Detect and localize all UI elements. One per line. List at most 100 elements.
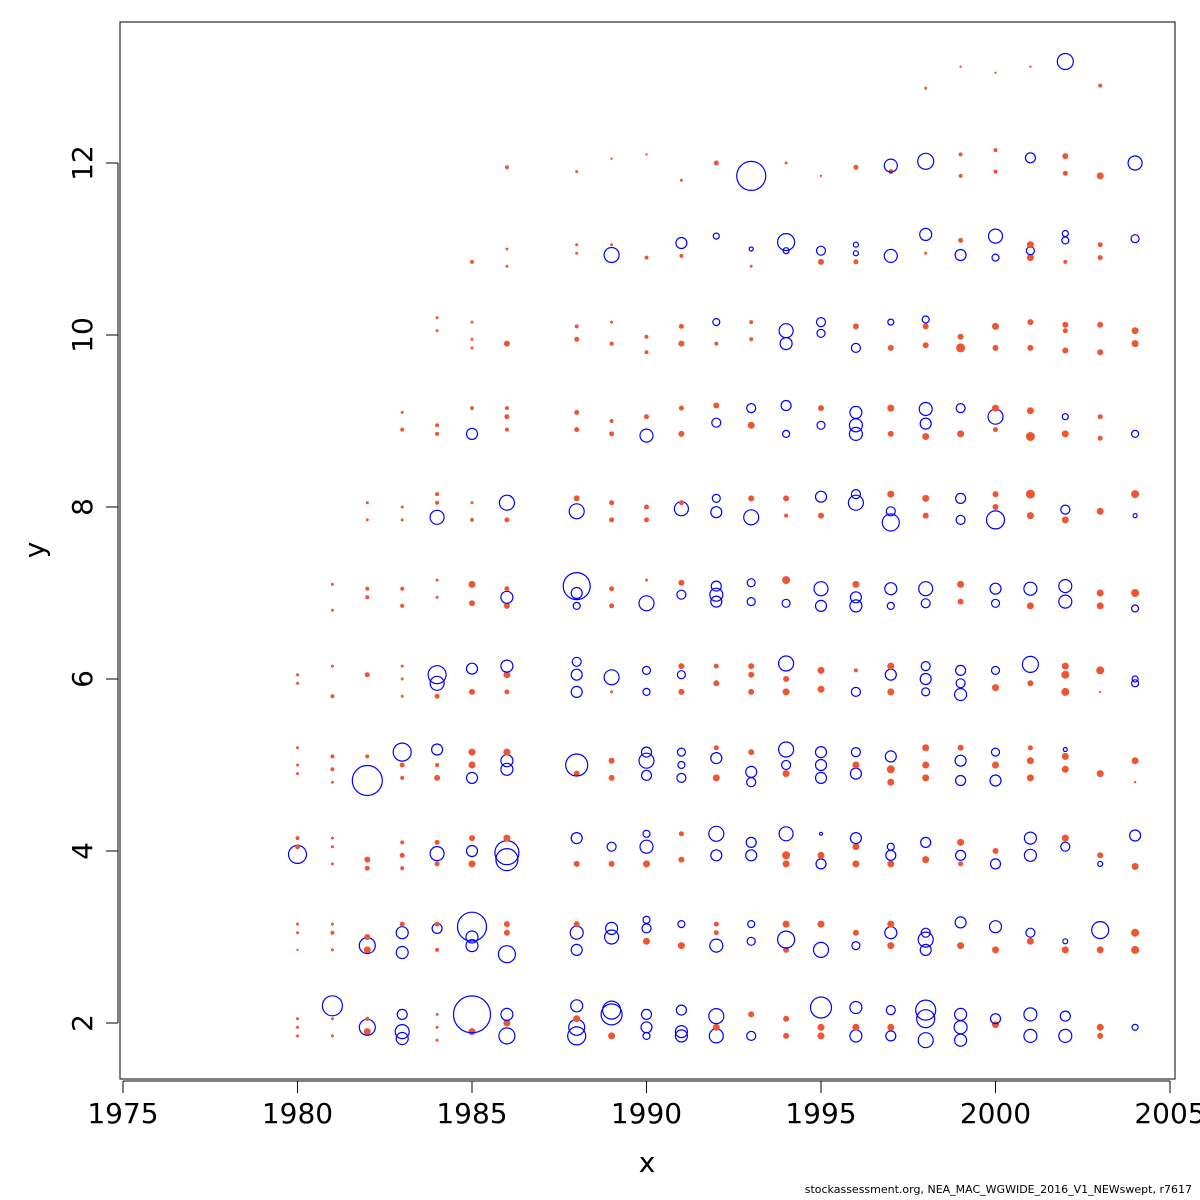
negative-residual-point bbox=[400, 866, 405, 871]
negative-residual-point bbox=[678, 831, 684, 837]
negative-residual-point bbox=[992, 848, 999, 854]
positive-residual-point bbox=[736, 160, 767, 191]
positive-residual-point bbox=[849, 767, 863, 780]
positive-residual-point bbox=[1060, 841, 1071, 852]
positive-residual-point bbox=[710, 751, 723, 765]
negative-residual-point bbox=[1096, 946, 1104, 954]
positive-residual-point bbox=[917, 1032, 934, 1049]
positive-residual-point bbox=[1062, 938, 1069, 945]
negative-residual-point bbox=[330, 836, 334, 840]
positive-residual-point bbox=[1023, 831, 1038, 845]
positive-residual-point bbox=[747, 919, 756, 929]
negative-residual-point bbox=[1131, 928, 1140, 937]
positive-residual-point bbox=[920, 927, 931, 938]
negative-residual-point bbox=[819, 174, 823, 178]
positive-residual-point bbox=[852, 250, 860, 257]
negative-residual-point bbox=[782, 770, 790, 778]
positive-residual-point bbox=[640, 1008, 653, 1021]
negative-residual-point bbox=[435, 1012, 439, 1016]
negative-residual-point bbox=[678, 323, 684, 329]
positive-residual-point bbox=[429, 509, 445, 525]
negative-residual-point bbox=[1061, 765, 1069, 773]
negative-residual-point bbox=[1061, 516, 1069, 524]
negative-residual-point bbox=[470, 337, 474, 341]
negative-residual-point bbox=[330, 948, 334, 952]
negative-residual-point bbox=[817, 666, 825, 674]
positive-residual-point bbox=[745, 849, 758, 862]
negative-residual-point bbox=[435, 1038, 439, 1042]
negative-residual-point bbox=[992, 946, 999, 954]
y-axis-label: y bbox=[18, 542, 51, 559]
negative-residual-point bbox=[886, 765, 895, 774]
positive-residual-point bbox=[710, 506, 723, 519]
positive-residual-point bbox=[818, 831, 824, 836]
positive-residual-point bbox=[1059, 1010, 1071, 1022]
negative-residual-point bbox=[887, 778, 895, 786]
positive-residual-point bbox=[921, 687, 931, 697]
negative-residual-point bbox=[644, 414, 649, 420]
negative-residual-point bbox=[852, 843, 860, 851]
positive-residual-point bbox=[675, 1004, 688, 1016]
negative-residual-point bbox=[434, 693, 440, 699]
positive-residual-point bbox=[885, 849, 897, 861]
positive-residual-point bbox=[676, 670, 687, 680]
positive-residual-point bbox=[465, 427, 479, 440]
negative-residual-point bbox=[679, 178, 683, 182]
positive-residual-point bbox=[500, 590, 514, 604]
positive-residual-point bbox=[1127, 155, 1143, 171]
positive-residual-point bbox=[642, 687, 651, 697]
y-tick-label: 8 bbox=[66, 498, 99, 516]
negative-residual-point bbox=[1096, 172, 1104, 180]
negative-residual-point bbox=[330, 862, 334, 866]
positive-residual-point bbox=[850, 342, 862, 353]
negative-residual-point bbox=[435, 431, 440, 436]
positive-residual-point bbox=[746, 777, 757, 788]
positive-residual-point bbox=[954, 754, 967, 767]
negative-residual-point bbox=[296, 772, 299, 776]
negative-residual-point bbox=[435, 595, 439, 599]
negative-residual-point bbox=[504, 427, 509, 432]
negative-residual-point bbox=[469, 835, 475, 842]
negative-residual-point bbox=[748, 671, 755, 678]
positive-residual-point bbox=[887, 318, 895, 326]
negative-residual-point bbox=[922, 774, 930, 782]
positive-residual-point bbox=[456, 911, 488, 942]
y-tick-label: 2 bbox=[66, 1014, 99, 1032]
negative-residual-point bbox=[575, 251, 579, 255]
positive-residual-point bbox=[746, 936, 756, 946]
positive-residual-point bbox=[641, 665, 652, 676]
x-tick-label: 1995 bbox=[785, 1097, 856, 1130]
positive-residual-point bbox=[1097, 860, 1104, 868]
negative-residual-point bbox=[922, 761, 930, 769]
negative-residual-point bbox=[608, 1032, 616, 1040]
negative-residual-point bbox=[643, 860, 650, 868]
positive-residual-point bbox=[638, 595, 655, 612]
positive-residual-point bbox=[782, 247, 790, 255]
negative-residual-point bbox=[645, 578, 648, 582]
positive-residual-point bbox=[712, 318, 721, 327]
negative-residual-point bbox=[818, 258, 824, 265]
positive-residual-point bbox=[638, 752, 655, 769]
x-tick-label: 1975 bbox=[87, 1097, 158, 1130]
negative-residual-point bbox=[1131, 327, 1139, 335]
positive-residual-point bbox=[780, 399, 792, 412]
negative-residual-point bbox=[957, 333, 964, 340]
positive-residual-point bbox=[921, 315, 930, 324]
positive-residual-point bbox=[745, 836, 757, 849]
negative-residual-point bbox=[296, 673, 299, 677]
negative-residual-point bbox=[1063, 259, 1068, 264]
negative-residual-point bbox=[1096, 1023, 1104, 1031]
negative-residual-point bbox=[503, 921, 510, 928]
negative-residual-point bbox=[924, 251, 928, 255]
negative-residual-point bbox=[643, 937, 650, 945]
positive-residual-point bbox=[711, 417, 722, 428]
positive-residual-point bbox=[916, 1009, 936, 1029]
negative-residual-point bbox=[713, 930, 719, 936]
positive-residual-point bbox=[850, 746, 862, 758]
negative-residual-point bbox=[363, 946, 371, 954]
negative-residual-point bbox=[714, 341, 719, 346]
positive-residual-point bbox=[848, 426, 864, 441]
negative-residual-point bbox=[503, 671, 511, 679]
negative-residual-point bbox=[1026, 602, 1034, 610]
